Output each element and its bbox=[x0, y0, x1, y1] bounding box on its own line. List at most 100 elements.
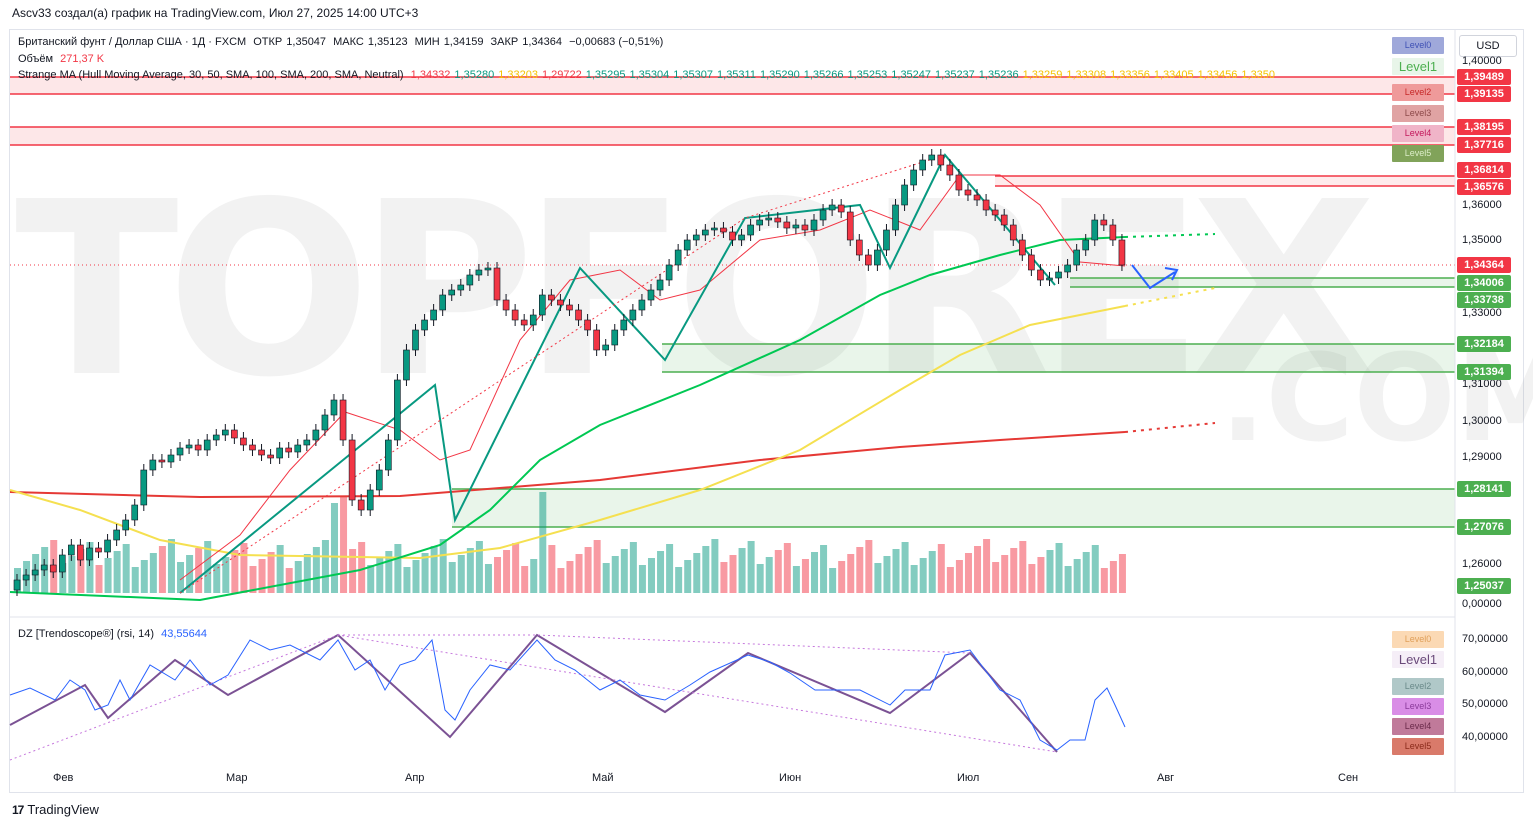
volume-bar bbox=[1046, 550, 1054, 593]
volume-bar bbox=[385, 551, 393, 593]
candle-body bbox=[385, 439, 392, 471]
symbol-name: Британский фунт / Доллар США · 1Д · FXCM bbox=[18, 36, 247, 48]
ma200-projection bbox=[1124, 422, 1216, 433]
ma200-line bbox=[9, 431, 1126, 499]
close-value: 1,34364 bbox=[522, 36, 563, 48]
volume-bar bbox=[865, 540, 873, 593]
ma-value: 1,33456 bbox=[1197, 69, 1238, 81]
price-tag: 1,31394 bbox=[1457, 364, 1511, 380]
candle-body bbox=[466, 274, 474, 286]
level-badge: Level4 bbox=[1392, 125, 1444, 142]
volume-legend[interactable]: Объём 271,37 K bbox=[18, 53, 108, 65]
volume-bar bbox=[231, 550, 239, 593]
candle-body bbox=[511, 309, 519, 321]
price-axis-label: 1,29000 bbox=[1462, 451, 1502, 463]
candle-body bbox=[1118, 239, 1126, 266]
candle-body bbox=[203, 439, 211, 451]
candle-body bbox=[1046, 277, 1053, 281]
volume-bar bbox=[838, 561, 846, 593]
rsi-axis-label: 60,00000 bbox=[1462, 666, 1508, 678]
volume-bar bbox=[167, 539, 175, 593]
candle-body bbox=[212, 434, 220, 441]
tradingview-logo[interactable]: 17 TradingView bbox=[12, 802, 99, 817]
candle-body bbox=[249, 444, 256, 451]
price-tag: 1,39489 bbox=[1457, 69, 1511, 85]
volume-bar bbox=[720, 562, 728, 593]
ma-legend[interactable]: Strange MA (Hull Moving Average, 30, 50,… bbox=[18, 69, 1283, 81]
zigzag-line bbox=[179, 153, 1056, 594]
time-axis-label: Сен bbox=[1338, 772, 1359, 784]
candle-body bbox=[756, 219, 763, 226]
candle-body bbox=[901, 184, 908, 206]
volume-bar bbox=[638, 565, 646, 593]
price-tag: 1,25037 bbox=[1457, 578, 1511, 594]
candle-body bbox=[720, 227, 727, 233]
volume-bar bbox=[303, 554, 311, 593]
volume-bar bbox=[801, 559, 809, 593]
support-zone-3 bbox=[452, 489, 1455, 527]
close-label: ЗАКР bbox=[490, 36, 519, 48]
volume-bar bbox=[1028, 564, 1036, 593]
candle-body bbox=[448, 289, 456, 296]
volume-bar bbox=[811, 552, 819, 593]
candle-body bbox=[629, 309, 637, 321]
volume-bar bbox=[186, 555, 194, 593]
symbol-legend[interactable]: Британский фунт / Доллар США · 1Д · FXCM… bbox=[18, 36, 667, 48]
candle-body bbox=[665, 264, 673, 281]
price-axis-label: 1,36000 bbox=[1462, 199, 1502, 211]
candle-body bbox=[457, 284, 465, 291]
candle-body bbox=[910, 169, 917, 186]
candle-body bbox=[176, 447, 184, 456]
volume-bar bbox=[693, 553, 701, 593]
ma-value: 1,29722 bbox=[541, 69, 582, 81]
candle-body bbox=[348, 439, 356, 501]
volume-bar bbox=[1037, 557, 1045, 593]
candle-body bbox=[774, 217, 782, 223]
volume-bar bbox=[575, 554, 583, 593]
volume-bar bbox=[946, 567, 954, 593]
candle-body bbox=[1055, 271, 1062, 279]
candle-body bbox=[140, 469, 148, 506]
price-axis-label: 1,35000 bbox=[1462, 234, 1502, 246]
low-value: 1,34159 bbox=[443, 36, 484, 48]
volume-bar bbox=[702, 546, 710, 593]
volume-bar bbox=[213, 564, 221, 593]
volume-bar bbox=[439, 539, 447, 593]
volume-bar bbox=[394, 544, 402, 593]
volume-bar bbox=[484, 564, 492, 593]
volume-bar bbox=[883, 556, 891, 593]
candle-body bbox=[982, 199, 990, 211]
rsi-line bbox=[9, 638, 1126, 751]
watermark-sub: .COM bbox=[1220, 330, 1533, 469]
ma100-line bbox=[9, 305, 1126, 560]
volume-bar bbox=[475, 541, 483, 593]
candle-body bbox=[95, 547, 102, 553]
price-axis-label: 1,33000 bbox=[1462, 307, 1502, 319]
candle-body bbox=[783, 221, 791, 229]
candle-body bbox=[611, 329, 619, 346]
candle-body bbox=[149, 459, 157, 471]
candle-body bbox=[403, 349, 410, 381]
resistance-zone-2 bbox=[10, 127, 1455, 145]
candle-body bbox=[801, 224, 809, 231]
volume-bar bbox=[466, 548, 474, 593]
rsi-level-badge: Level0 bbox=[1392, 631, 1444, 648]
volume-bar bbox=[1010, 548, 1018, 593]
candle-body bbox=[765, 217, 773, 221]
volume-bar bbox=[430, 546, 438, 593]
rsi-legend[interactable]: DZ [Trendoscope®] (rsi, 14) 43,55644 bbox=[18, 628, 211, 640]
volume-bar bbox=[276, 545, 284, 593]
rsi-zigzag bbox=[9, 633, 1058, 753]
candle-body bbox=[312, 429, 320, 441]
currency-button[interactable]: USD bbox=[1459, 35, 1517, 57]
candle-body bbox=[575, 309, 582, 321]
candle-body bbox=[31, 569, 39, 576]
volume-bar bbox=[1091, 545, 1099, 593]
ma-value: 1,35295 bbox=[585, 69, 626, 81]
change-value: −0,00683 (−0,51%) bbox=[569, 36, 664, 48]
rsi-level-badge: Level4 bbox=[1392, 718, 1444, 735]
volume-bar bbox=[403, 567, 411, 593]
volume-bar bbox=[457, 555, 465, 593]
low-label: МИН bbox=[414, 36, 440, 48]
